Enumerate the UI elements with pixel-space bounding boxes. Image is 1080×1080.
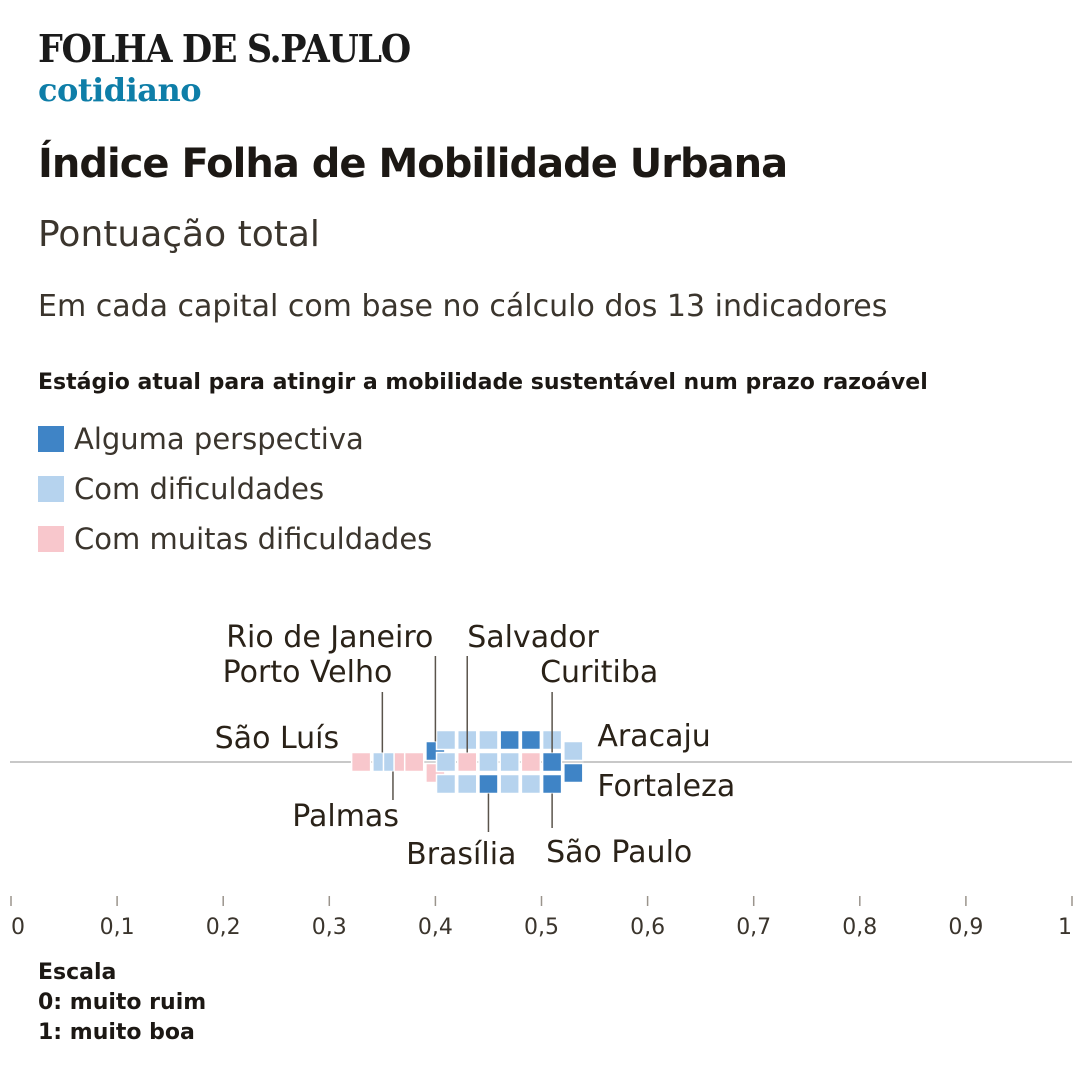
scale-title: Escala	[38, 960, 117, 985]
city-label: Fortaleza	[597, 769, 735, 804]
city-label: Porto Velho	[223, 655, 393, 690]
legend-label: Com muitas dificuldades	[74, 522, 433, 556]
tick-label: 0,8	[842, 915, 877, 940]
city-label: Curitiba	[540, 655, 658, 690]
data-square	[350, 751, 372, 773]
data-square	[520, 751, 542, 773]
tick-label: 0,1	[100, 915, 135, 940]
chart-title: Índice Folha de Mobilidade Urbana	[38, 141, 788, 187]
data-square	[499, 773, 520, 795]
data-square	[499, 751, 520, 773]
tick-label: 0,3	[312, 915, 347, 940]
city-label: Salvador	[467, 620, 599, 655]
tick-label: 0,5	[524, 915, 559, 940]
data-square	[478, 729, 499, 751]
legend-label: Com dificuldades	[74, 472, 325, 506]
data-square	[541, 751, 563, 773]
beeswarm-chart: São Luís Porto Velho Palmas Rio de Janeiro S…	[10, 620, 1073, 940]
newspaper-logo: FOLHA DE S.PAULO	[38, 26, 411, 71]
data-square	[520, 729, 542, 751]
scale-note: Escala 0: muito ruim 1: muito boa	[38, 958, 206, 1048]
data-square	[435, 751, 457, 773]
chart-subtitle: Pontuação total	[38, 214, 320, 255]
tick-label: 0	[11, 915, 25, 940]
data-square	[435, 773, 457, 795]
chart-description: Em cada capital com base no cálculo dos …	[38, 289, 888, 324]
scale-high: 1: muito boa	[38, 1020, 195, 1045]
city-label: Brasília	[406, 837, 516, 872]
legend-item-muitas: Com muitas dificuldades	[38, 521, 432, 557]
data-square	[478, 751, 499, 773]
legend-title: Estágio atual para atingir a mobilidade …	[38, 370, 928, 395]
city-label: São Paulo	[546, 835, 692, 870]
legend-swatch-dificuldades	[38, 476, 64, 502]
data-square	[520, 773, 542, 795]
scale-low: 0: muito ruim	[38, 990, 207, 1015]
data-square	[563, 762, 584, 784]
city-label: São Luís	[215, 721, 339, 756]
section-name: cotidiano	[38, 71, 202, 109]
tick-label: 0,4	[418, 915, 453, 940]
legend-item-alguma: Alguma perspectiva	[38, 421, 364, 457]
legend-swatch-muitas	[38, 526, 64, 552]
data-square	[403, 751, 425, 773]
data-square	[456, 773, 478, 795]
data-square	[478, 773, 499, 795]
legend-swatch-alguma	[38, 426, 64, 452]
city-label: Palmas	[292, 799, 399, 834]
city-label: Aracaju	[597, 719, 710, 754]
legend-label: Alguma perspectiva	[74, 422, 364, 456]
data-square	[499, 729, 520, 751]
tick-label: 1	[1058, 915, 1072, 940]
legend-item-dificuldades: Com dificuldades	[38, 471, 324, 507]
data-square	[456, 751, 478, 773]
tick-label: 0,2	[206, 915, 241, 940]
data-square	[541, 773, 563, 795]
data-square	[563, 740, 584, 762]
data-square	[435, 729, 457, 751]
tick-label: 0,7	[736, 915, 771, 940]
city-label: Rio de Janeiro	[226, 620, 433, 655]
tick-label: 0,9	[948, 915, 983, 940]
tick-label: 0,6	[630, 915, 665, 940]
